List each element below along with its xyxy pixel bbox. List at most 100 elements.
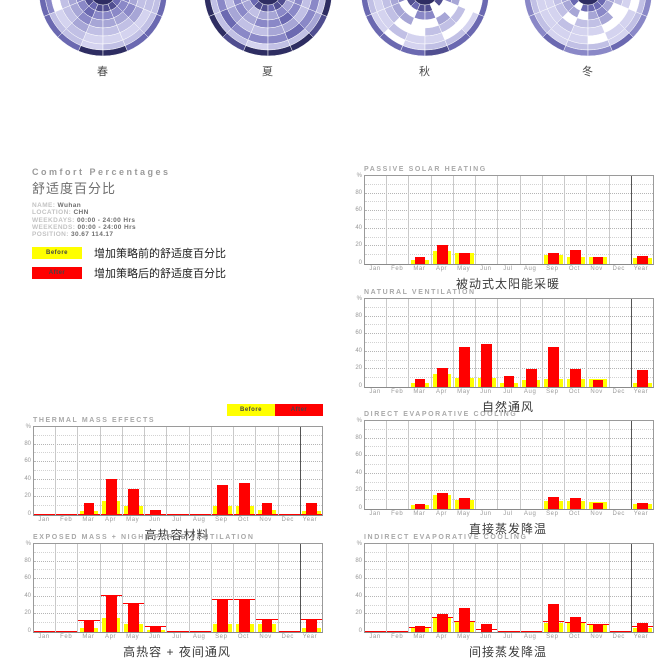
month-label: Aug — [192, 634, 206, 640]
month-axis: Jan Feb Mar Apr May Jun Jul Aug Sep Oct Nov Dec Year — [364, 266, 652, 272]
gridline — [34, 604, 322, 606]
plot-area: % 0 20 40 60 80 — [21, 424, 323, 517]
y-tick-label: 0 — [358, 383, 362, 389]
before-swatch: Before — [32, 246, 82, 259]
bar-after — [637, 502, 648, 509]
y-tick-label: 60 — [355, 330, 362, 337]
month-label: Oct — [568, 634, 581, 640]
month-cell — [521, 421, 543, 509]
month-cell — [100, 427, 123, 515]
month-label: Dec — [612, 511, 626, 517]
month-label: Apr — [104, 517, 117, 523]
month-cell — [543, 299, 566, 387]
month-label: May — [126, 517, 140, 523]
y-axis-unit: % — [356, 418, 362, 424]
month-cell — [234, 544, 257, 632]
month-cell — [300, 427, 323, 515]
bar-after — [217, 485, 228, 515]
gridline — [34, 578, 322, 580]
bar-after — [592, 624, 604, 632]
month-cell — [34, 544, 57, 632]
month-label: Jul — [503, 511, 513, 517]
month-label: Nov — [590, 389, 603, 395]
radial-ring-sector — [321, 0, 332, 17]
month-cell — [211, 427, 235, 515]
y-tick-label: 60 — [355, 207, 362, 214]
y-tick-label: 80 — [355, 557, 362, 564]
gridline — [365, 455, 653, 457]
month-cell — [632, 299, 653, 387]
gridline — [34, 461, 322, 463]
y-tick-label: 0 — [358, 260, 362, 266]
gridline — [34, 452, 322, 454]
radial-ring-sector — [156, 0, 167, 17]
gridline — [34, 487, 322, 489]
radial-ring-sector — [641, 0, 652, 17]
month-axis: Jan Feb Mar Apr May Jun Jul Aug Sep Oct Nov Dec Year — [33, 517, 321, 523]
bar-after — [106, 478, 117, 515]
after-swatch: After — [32, 266, 82, 279]
chart-title: PASSIVE SOLAR HEATING — [364, 166, 487, 173]
plot-area: % 0 20 40 60 80 — [352, 296, 654, 389]
month-cell — [565, 176, 588, 264]
radial-ring-sector — [121, 0, 131, 4]
chart-legend: Before After — [227, 404, 323, 416]
gridline — [365, 201, 653, 203]
gridline — [34, 595, 322, 597]
plot — [364, 543, 654, 633]
month-cell — [542, 544, 566, 632]
y-axis-unit: % — [25, 424, 31, 430]
y-tick-label: 0 — [27, 511, 31, 517]
month-label: Sep — [215, 517, 228, 523]
month-label: Apr — [435, 511, 448, 517]
month-cell — [632, 176, 653, 264]
month-cell — [167, 427, 190, 515]
gridline — [365, 315, 653, 317]
gridline — [365, 359, 653, 361]
month-cell — [278, 427, 301, 515]
gridline — [34, 551, 322, 553]
month-label: Jul — [172, 634, 182, 640]
gridline — [365, 324, 653, 326]
season-label-autumn: 秋 — [419, 66, 431, 78]
month-label: Jan — [369, 266, 381, 272]
month-axis: Jan Feb Mar Apr May Jun Jul Aug Sep Oct Nov Dec Year — [33, 634, 321, 640]
y-axis: % 0 20 40 60 80 — [352, 173, 364, 266]
y-axis: % 0 20 40 60 80 — [352, 541, 364, 634]
season-label-summer: 夏 — [262, 66, 274, 78]
bar-after — [83, 619, 95, 632]
month-label: Sep — [215, 634, 228, 640]
month-cell — [520, 544, 543, 632]
month-label: Nov — [590, 511, 603, 517]
month-label: Jul — [503, 266, 513, 272]
month-cell — [300, 544, 323, 632]
month-cell — [454, 176, 477, 264]
bar-after — [592, 256, 604, 264]
month-cell — [565, 299, 588, 387]
bar-after — [570, 249, 582, 264]
month-label: Feb — [60, 634, 73, 640]
bar-after — [128, 602, 139, 632]
chart-caption-zh: 自然通风 — [481, 400, 534, 414]
y-tick-label: 20 — [24, 610, 31, 617]
month-cell — [610, 176, 632, 264]
month-cell — [498, 544, 521, 632]
bar-after — [481, 624, 493, 632]
month-label: Jan — [38, 517, 50, 523]
month-cells — [365, 299, 653, 387]
month-label: Dec — [281, 517, 295, 523]
gridline — [34, 587, 322, 588]
month-label: Jun — [480, 634, 492, 640]
month-label: Jan — [369, 389, 381, 395]
month-cell — [543, 421, 566, 509]
month-label: Sep — [546, 389, 559, 395]
location-fields: NAME: Wuhan LOCATION: CHN WEEKDAYS: 00:0… — [32, 202, 332, 238]
month-cell — [234, 427, 257, 515]
plot-area: % 0 20 40 60 80 — [352, 541, 654, 634]
gridline — [365, 227, 653, 229]
radial-chart-spring: 春 — [33, 0, 173, 78]
bar-after — [637, 623, 648, 632]
gridline — [365, 342, 653, 343]
chart-title: INDIRECT EVAPORATIVE COOLING — [364, 534, 528, 541]
month-cell — [145, 544, 168, 632]
